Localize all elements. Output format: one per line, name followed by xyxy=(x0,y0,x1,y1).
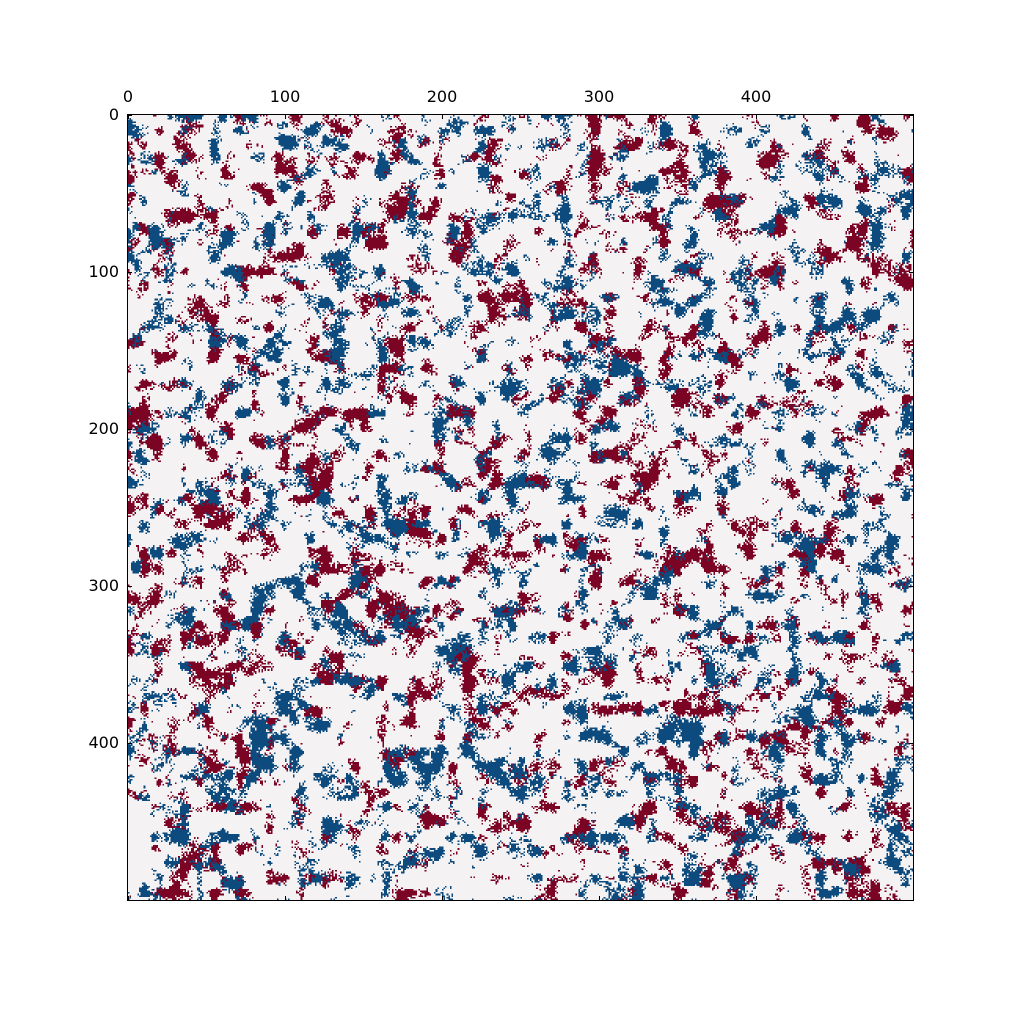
axis-tick-mark xyxy=(909,272,914,273)
lattice-heatmap xyxy=(128,115,913,900)
axis-tick-mark xyxy=(909,743,914,744)
axis-tick-mark xyxy=(599,896,600,901)
axis-tick-mark xyxy=(127,586,132,587)
x-tick-label: 200 xyxy=(426,87,458,106)
axis-tick-mark xyxy=(127,115,132,116)
x-tick-label: 100 xyxy=(269,87,301,106)
y-tick-label: 0 xyxy=(108,105,119,124)
axis-tick-mark xyxy=(442,896,443,901)
axis-tick-mark xyxy=(599,114,600,119)
axis-tick-mark xyxy=(909,586,914,587)
axis-tick-mark xyxy=(442,114,443,119)
axis-tick-mark xyxy=(756,896,757,901)
y-tick-label: 200 xyxy=(88,419,119,438)
x-tick-label: 0 xyxy=(122,87,134,106)
axis-tick-mark xyxy=(127,272,132,273)
axis-tick-mark xyxy=(285,114,286,119)
axis-tick-mark xyxy=(127,743,132,744)
plot-area xyxy=(127,114,914,901)
axis-tick-mark xyxy=(909,429,914,430)
axis-tick-mark xyxy=(909,115,914,116)
y-tick-label: 300 xyxy=(88,576,119,595)
axis-tick-mark xyxy=(128,114,129,119)
axis-tick-mark xyxy=(756,114,757,119)
y-tick-label: 100 xyxy=(88,262,119,281)
x-tick-label: 400 xyxy=(740,87,772,106)
axis-tick-mark xyxy=(128,896,129,901)
x-tick-label: 300 xyxy=(583,87,615,106)
axis-tick-mark xyxy=(285,896,286,901)
y-tick-label: 400 xyxy=(88,733,119,752)
axis-tick-mark xyxy=(127,429,132,430)
